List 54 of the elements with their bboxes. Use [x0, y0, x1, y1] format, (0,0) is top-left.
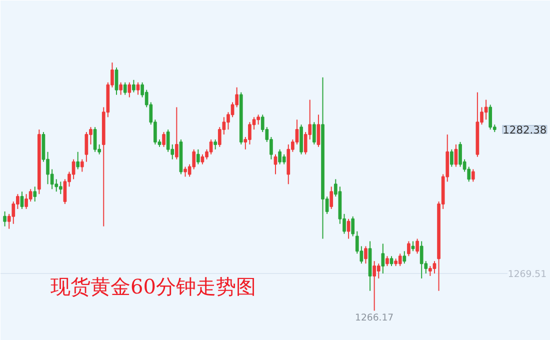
candlestick	[93, 126, 97, 152]
candlestick	[162, 132, 166, 148]
candlestick	[76, 151, 80, 170]
candlestick	[432, 260, 436, 274]
candlestick	[376, 263, 380, 279]
candlestick	[420, 240, 424, 279]
candlestick	[330, 186, 334, 210]
candlestick	[166, 129, 170, 152]
text: 现货黄金60分钟走势图	[50, 274, 256, 298]
candlestick	[282, 154, 286, 165]
candlestick	[274, 154, 278, 175]
text: 1269.51	[508, 268, 547, 280]
candlestick	[411, 240, 415, 252]
candlestick	[184, 166, 187, 178]
candlestick	[196, 148, 200, 165]
candlestick	[428, 266, 432, 276]
candlestick	[84, 132, 88, 162]
candlestick	[454, 144, 458, 168]
candlestick	[386, 256, 389, 267]
candlestick	[214, 138, 218, 150]
candlestick	[312, 122, 316, 145]
candlestick	[351, 216, 355, 237]
candlestick	[128, 82, 132, 98]
candlestick	[114, 67, 118, 96]
candlestick	[132, 79, 136, 93]
candlestick	[316, 114, 320, 148]
candlestick	[3, 210, 6, 227]
candlestick	[484, 99, 488, 120]
candlestick	[119, 82, 122, 96]
candlestick	[200, 154, 204, 165]
candlestick	[372, 260, 376, 312]
annotation: 1282.38	[502, 124, 547, 137]
candlestick	[381, 243, 385, 274]
candlestick	[123, 82, 127, 96]
candlestick	[398, 253, 402, 267]
text: 1266.17	[355, 312, 394, 324]
candlestick	[20, 191, 24, 210]
candlestick	[209, 138, 213, 155]
candlestick	[471, 168, 475, 182]
candlestick	[80, 158, 84, 172]
candlestick	[407, 240, 410, 257]
candlestick	[364, 246, 368, 264]
candlestick	[416, 238, 419, 254]
candlestick	[450, 148, 454, 168]
candlestick	[402, 250, 406, 264]
candlestick	[458, 141, 462, 168]
candlestick	[136, 82, 140, 96]
candlestick	[58, 181, 62, 195]
candlestick	[33, 186, 37, 202]
candlestick	[174, 106, 178, 160]
candlestick	[256, 114, 260, 126]
candlestick	[346, 218, 350, 240]
candlestick	[488, 104, 492, 130]
candlestick	[390, 256, 394, 267]
